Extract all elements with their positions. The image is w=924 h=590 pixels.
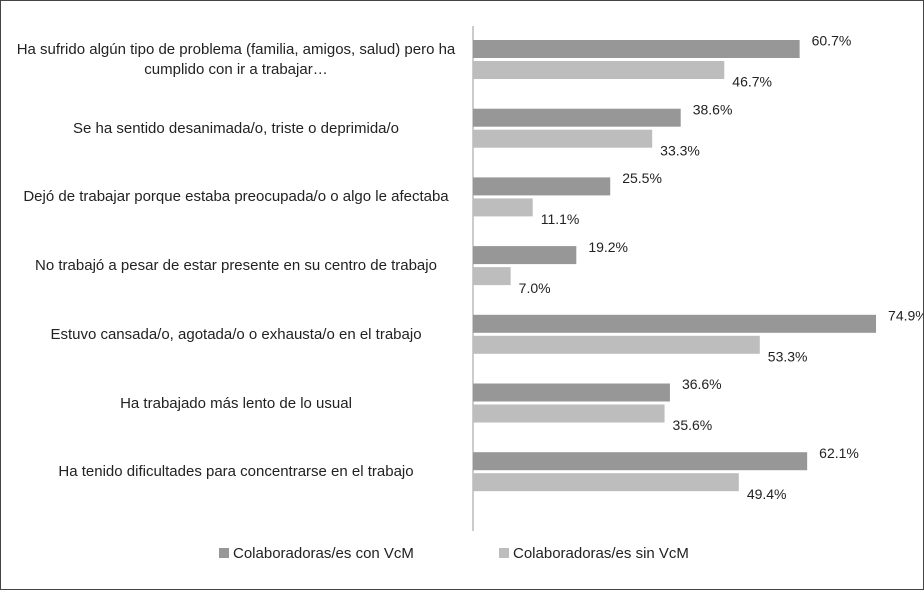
value-label: 53.3% [768,349,808,365]
value-label: 38.6% [693,101,733,117]
bar [473,404,665,423]
value-label: 62.1% [819,445,859,461]
bar [473,335,760,354]
category-label: No trabajó a pesar de estar presente en … [35,257,437,275]
legend-label: Colaboradoras/es sin VcM [513,545,689,562]
bar [473,177,611,196]
bar [473,129,653,148]
value-label: 25.5% [622,170,662,186]
bar [473,40,800,58]
category-label: Estuvo cansada/o, agotada/o o exhausta/o… [50,325,422,343]
value-label: 11.1% [541,211,580,227]
legend-swatch [499,548,509,558]
value-label: 46.7% [732,74,772,90]
bar [473,198,533,217]
value-label: 36.6% [682,376,722,392]
category-label: Ha tenido dificultades para concentrarse… [58,463,414,481]
category-label: Ha sufrido algún tipo de problema (famil… [16,41,456,78]
value-label: 74.9% [888,308,923,324]
bar [473,108,681,127]
value-label: 19.2% [588,239,628,255]
category-label: Dejó de trabajar porque estaba preocupad… [23,188,449,206]
bar [473,452,808,471]
legend-swatch [219,548,229,558]
bar [473,473,739,492]
value-label: 7.0% [519,280,551,296]
category-label: Se ha sentido desanimada/o, triste o dep… [72,119,400,137]
value-label: 35.6% [673,417,713,433]
category-label: Ha trabajado más lento de lo usual [120,394,352,412]
bar [473,383,670,402]
value-label: 33.3% [660,142,700,158]
bar [473,246,577,265]
bar [473,267,511,286]
bar [473,314,877,333]
legend-label: Colaboradoras/es con VcM [233,545,414,562]
value-label: 49.4% [747,486,787,502]
value-label: 60.7% [812,33,852,49]
bar [473,61,725,79]
